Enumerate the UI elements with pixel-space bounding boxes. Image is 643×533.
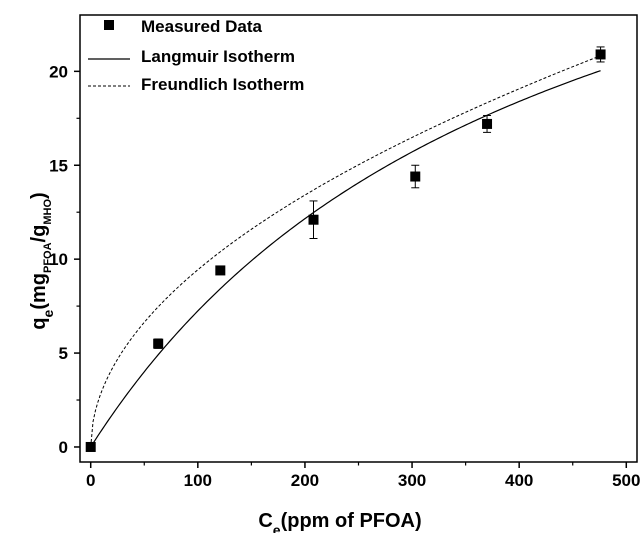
data-marks — [85, 46, 606, 452]
y-axis-title-open: (mg — [28, 273, 50, 310]
x-tick-label: 400 — [505, 471, 533, 490]
data-point — [482, 118, 493, 129]
data-point — [595, 49, 606, 60]
x-axis-title-sub: e — [273, 522, 281, 533]
legend-label-freundlich: Freundlich Isotherm — [141, 75, 304, 94]
y-axis-title-slash: /g — [28, 225, 50, 243]
x-axis-title-rest: (ppm of PFOA) — [281, 510, 422, 532]
x-tick-label: 300 — [398, 471, 426, 490]
y-axis-title-q-sub: e — [40, 309, 56, 317]
y-axis-title-q: q — [28, 317, 50, 329]
x-tick-label: 100 — [184, 471, 212, 490]
y-tick-label: 15 — [49, 156, 68, 175]
y-axis-title-mho-sub: MHO — [42, 199, 54, 225]
series-line-langmuir — [90, 70, 601, 448]
x-axis-title-main: C — [258, 510, 272, 532]
legend-label-langmuir: Langmuir Isotherm — [141, 47, 295, 66]
x-tick-label: 200 — [291, 471, 319, 490]
series-line-freundlich — [90, 55, 601, 448]
data-point — [215, 265, 226, 276]
x-tick-label: 0 — [86, 471, 95, 490]
y-tick-label: 0 — [59, 438, 68, 457]
data-point — [153, 338, 164, 349]
legend-label-measured: Measured Data — [141, 17, 262, 36]
y-axis-title-close: ) — [28, 192, 50, 199]
y-tick-label: 10 — [49, 250, 68, 269]
x-axis-title: Ce(ppm of PFOA) — [258, 510, 421, 533]
data-point — [308, 214, 319, 225]
y-axis-title: qe(mgPFOA/gMHO) — [28, 192, 56, 329]
legend: Measured Data Langmuir Isotherm Freundli… — [88, 17, 304, 94]
data-point — [410, 171, 421, 182]
axes: 0 100 200 300 400 500 0 5 10 15 20 — [49, 14, 640, 490]
y-tick-label: 5 — [59, 344, 68, 363]
y-tick-label: 20 — [49, 62, 68, 81]
x-tick-label: 500 — [612, 471, 640, 490]
y-axis-title-pfoa-sub: PFOA — [42, 242, 54, 273]
data-point — [85, 441, 96, 452]
legend-marker-measured — [104, 20, 114, 30]
